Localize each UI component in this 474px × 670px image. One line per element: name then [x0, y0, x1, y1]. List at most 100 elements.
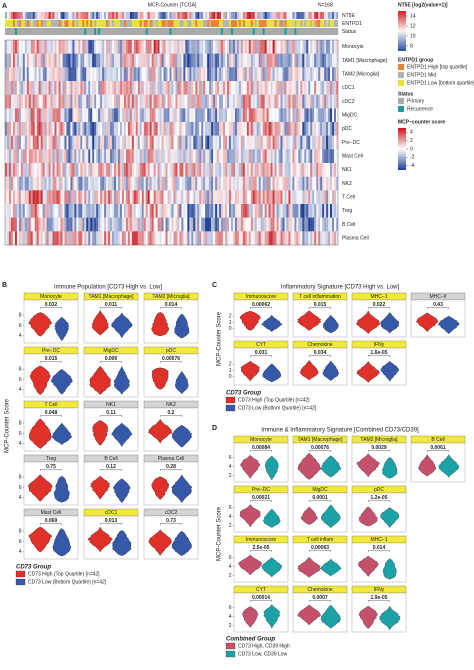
heatmap-cell: [32, 163, 35, 177]
entpd1-cell: [78, 20, 81, 27]
heatmap-cell: [110, 163, 113, 177]
heatmap-cell: [308, 108, 311, 123]
heatmap-cell: [248, 40, 251, 54]
heatmap-cell: [125, 108, 129, 123]
facet-panel: [292, 492, 348, 533]
heatmap-cell: [167, 135, 170, 150]
entpd1-cell: [246, 20, 250, 27]
heatmap-cell: [171, 108, 174, 123]
violin: [52, 528, 72, 557]
status-cell: [215, 28, 218, 35]
violin: [297, 452, 321, 480]
heatmap-cell: [191, 176, 194, 191]
y-tick-label: 6: [19, 539, 22, 545]
heatmap-cell: [244, 40, 248, 54]
heatmap-cell: [151, 94, 154, 109]
status-cell: [278, 28, 281, 35]
heatmap-cell: [16, 122, 20, 136]
heatmap-cell: [270, 176, 273, 191]
entpd1-cell: [157, 20, 160, 27]
heatmap-cell: [42, 40, 45, 54]
heatmap-cell: [40, 149, 43, 164]
nt5e-cell: [268, 12, 271, 19]
heatmap-cell: [12, 149, 16, 164]
heatmap-cell: [70, 81, 73, 95]
entpd1-cell: [205, 20, 208, 27]
heatmap-cell: [302, 217, 305, 232]
entpd1-cell: [290, 20, 293, 27]
heatmap-cell: [46, 94, 49, 109]
status-cell: [151, 28, 154, 35]
heatmap-cell: [42, 122, 45, 136]
heatmap-cell: [163, 94, 166, 109]
heatmap-cell: [112, 176, 115, 191]
heatmap-cell: [268, 163, 271, 177]
heatmap-cell: [86, 204, 89, 218]
nt5e-cell: [236, 12, 240, 19]
facet-panel: [292, 542, 348, 583]
heatmap-cell: [225, 135, 228, 150]
heatmap-cell: [334, 231, 337, 246]
legend-swatch: [225, 650, 236, 658]
heatmap-cell: [12, 163, 16, 177]
heatmap-cell: [304, 149, 307, 164]
p-value: 0.0061: [430, 445, 446, 451]
heatmap-cell: [147, 149, 150, 164]
heatmap-cell: [322, 67, 325, 82]
heatmap-cell: [201, 108, 204, 123]
heatmap-cell: [117, 190, 121, 205]
heatmap-cell: [179, 67, 182, 82]
heatmap-cell: [110, 135, 113, 150]
heatmap-cell: [141, 94, 144, 109]
heatmap-cell: [94, 204, 97, 218]
heatmap-cell: [278, 204, 281, 218]
heatmap-cell: [94, 81, 97, 95]
heatmap-cell: [104, 67, 107, 82]
heatmap-cell: [296, 204, 299, 218]
entpd1-cell: [34, 20, 37, 27]
heatmap-cell: [76, 163, 79, 177]
heatmap-cell: [112, 149, 115, 164]
y-tick-label: 1: [229, 368, 232, 374]
nt5e-cell: [100, 12, 103, 19]
heatmap-cell: [94, 135, 97, 150]
nt5e-cell: [332, 12, 335, 19]
heatmap-cell: [161, 149, 164, 164]
heatmap-cell: [96, 94, 99, 109]
heatmap-cell: [175, 149, 178, 164]
heatmap-cell: [84, 231, 87, 246]
heatmap-cell: [268, 40, 271, 54]
heatmap-cell: [314, 40, 317, 54]
heatmap-cell: [108, 163, 111, 177]
heatmap-cell: [10, 122, 14, 136]
heatmap-cell: [242, 67, 246, 82]
heatmap-cell: [209, 53, 212, 68]
heatmap-cell: [62, 94, 65, 109]
heatmap-cell: [211, 108, 214, 123]
heatmap-cell: [20, 53, 24, 68]
heatmap-cell: [137, 53, 140, 68]
heatmap-cell: [278, 40, 281, 54]
heatmap-cell: [36, 231, 39, 246]
heatmap-cell: [163, 108, 166, 123]
heatmap-cell: [171, 176, 174, 191]
heatmap-cell: [106, 53, 109, 68]
heatmap-cell: [129, 149, 133, 164]
heatmap-cell: [133, 217, 137, 232]
heatmap-cell: [110, 149, 113, 164]
nt5e-cell: [163, 12, 166, 19]
heatmap-cell: [167, 149, 170, 164]
heatmap-cell: [191, 190, 194, 205]
entpd1-cell: [100, 20, 103, 27]
heatmap-cell: [215, 217, 218, 232]
heatmap-cell: [18, 94, 22, 109]
heatmap-cell: [98, 149, 101, 164]
heatmap-cell: [36, 53, 39, 68]
heatmap-cell: [48, 163, 51, 177]
nt5e-cell: [238, 12, 242, 19]
heatmap-cell: [8, 135, 12, 150]
heatmap-cell: [86, 53, 89, 68]
heatmap-cell: [78, 176, 81, 191]
significance-bracket: [368, 600, 390, 602]
heatmap-cell: [34, 53, 37, 68]
